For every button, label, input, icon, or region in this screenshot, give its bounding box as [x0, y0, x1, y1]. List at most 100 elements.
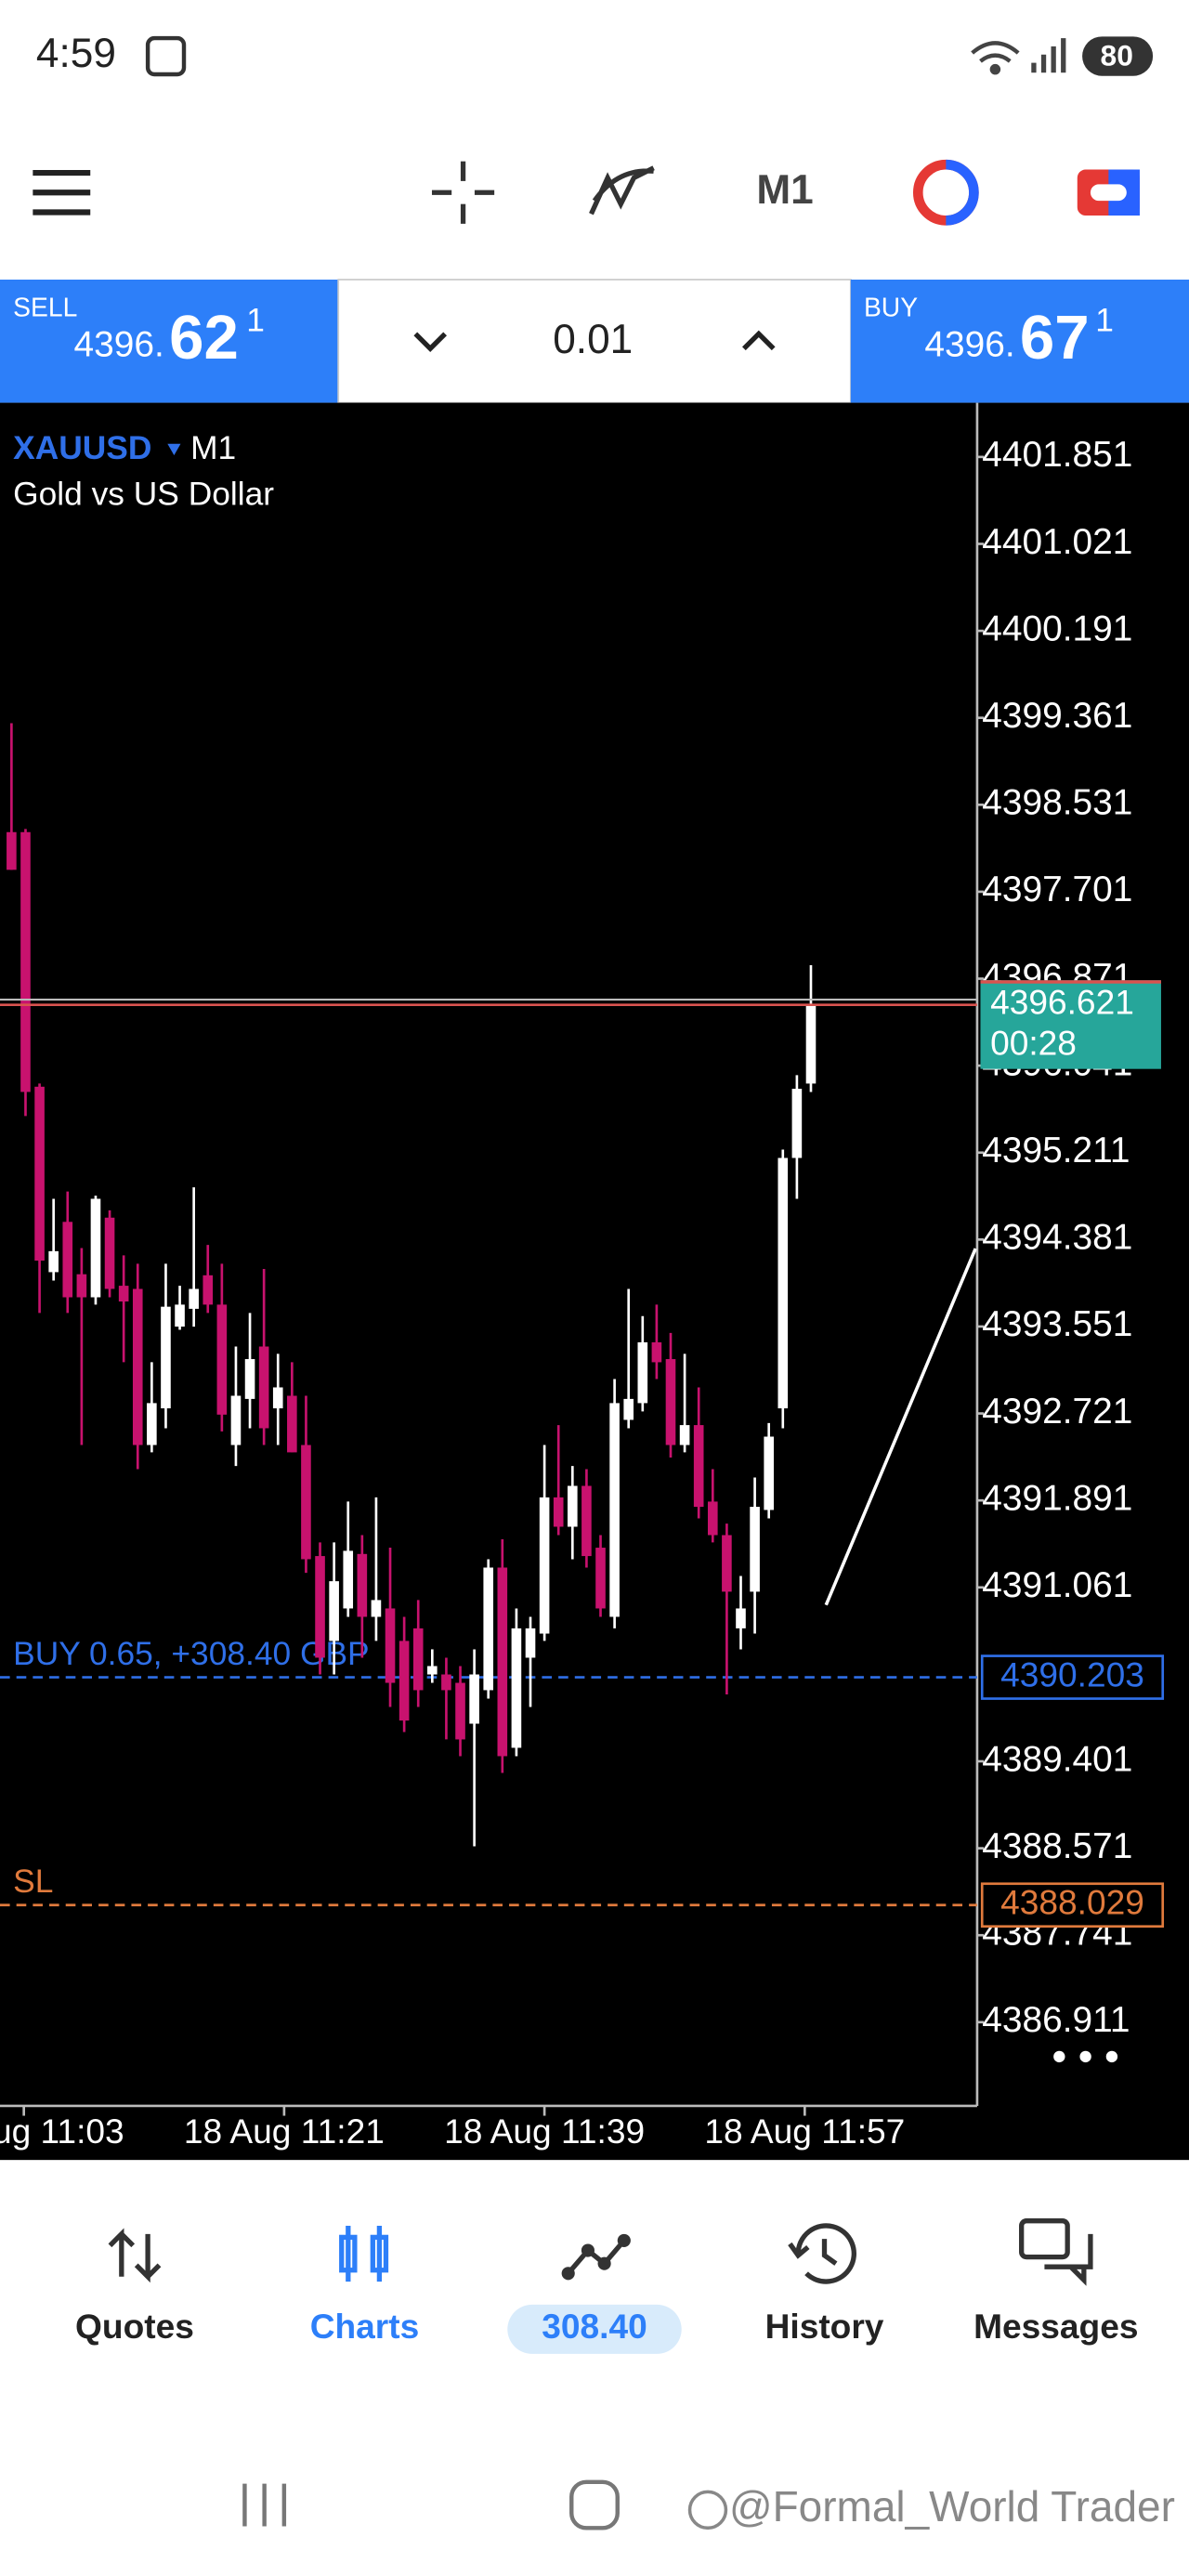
buy-price-big: 67 [1020, 303, 1090, 373]
candle-body [175, 1304, 185, 1327]
position-label: BUY 0.65, +308.40 GBP [13, 1636, 369, 1672]
chart-description: Gold vs US Dollar [13, 477, 274, 513]
candle-body [483, 1567, 494, 1691]
crosshair-button[interactable] [431, 161, 495, 224]
x-tick-label: 18 Aug 11:03 [0, 2112, 124, 2151]
watermark-logo [687, 2490, 728, 2530]
buy-label: BUY [864, 292, 918, 321]
profit-pill [507, 2304, 682, 2354]
chart-timeframe: M1 [190, 430, 236, 466]
candle-body [427, 1666, 438, 1675]
y-tick-label: 4401.021 [982, 522, 1132, 562]
candle-body [412, 1628, 424, 1691]
status-time: 4:59 [36, 31, 116, 76]
volume[interactable]: 0.01 [553, 317, 633, 362]
candle-body [553, 1497, 564, 1527]
candle-body [258, 1346, 269, 1429]
indicator-button[interactable] [589, 165, 655, 216]
quotes-icon [108, 2228, 162, 2283]
wifi-icon [971, 41, 1020, 75]
candle-body [707, 1501, 718, 1536]
candle-body [76, 1274, 87, 1298]
trade-button[interactable] [1077, 169, 1140, 216]
candle-body [750, 1507, 760, 1592]
menu-button[interactable] [33, 169, 91, 216]
nav-label[interactable]: Messages [973, 2307, 1138, 2346]
top-bg [0, 0, 1189, 280]
candle-body [764, 1436, 774, 1510]
candle-body [511, 1628, 522, 1748]
candle-body [736, 1608, 746, 1628]
volume-down[interactable] [413, 332, 447, 352]
candle-body [343, 1550, 354, 1609]
candle-body [48, 1250, 59, 1273]
nav-label[interactable]: Charts [310, 2307, 420, 2346]
position-price: 4390.203 [1000, 1654, 1144, 1693]
sell-label: SELL [13, 292, 77, 321]
bid-box [980, 980, 1161, 1069]
candle-body [203, 1275, 214, 1305]
candle-body [469, 1674, 479, 1724]
x-tick-label: 18 Aug 11:39 [444, 2112, 645, 2151]
chart-bg [0, 402, 1189, 2161]
oneclick-button[interactable] [912, 159, 979, 226]
candle-body [357, 1553, 368, 1617]
y-tick-label: 4394.381 [982, 1218, 1132, 1258]
more-dots[interactable] [1053, 2050, 1118, 2063]
y-tick-label: 4397.701 [982, 870, 1132, 909]
candle-body [104, 1217, 115, 1289]
candle-body [90, 1198, 101, 1298]
candle-body [595, 1548, 606, 1609]
sl-box [980, 1882, 1165, 1929]
nav-label[interactable]: History [765, 2307, 884, 2346]
nav-label[interactable]: Quotes [75, 2307, 194, 2346]
y-tick-label: 4391.891 [982, 1478, 1132, 1518]
candle-body [539, 1497, 550, 1634]
countdown: 00:28 [990, 1024, 1077, 1063]
candle-body [118, 1286, 129, 1302]
candle-body [329, 1581, 339, 1641]
y-tick-label: 4399.361 [982, 696, 1132, 736]
nav-label[interactable]: 308.40 [542, 2307, 647, 2346]
y-tick-label: 4391.061 [982, 1565, 1132, 1605]
candle-body [371, 1600, 382, 1617]
candle-body [722, 1535, 732, 1592]
buy-price-sup: 1 [1095, 302, 1114, 338]
trend-line [824, 1248, 977, 1606]
sl-price: 4388.029 [1000, 1883, 1144, 1922]
y-tick-label: 4395.211 [982, 1131, 1130, 1170]
x-tick-label: 18 Aug 11:21 [184, 2112, 385, 2151]
candle-body [244, 1359, 255, 1399]
candle-body [272, 1387, 283, 1409]
timeframe-button[interactable]: M1 [756, 167, 813, 213]
bid-price: 4396.621 [990, 983, 1134, 1022]
candle-body [581, 1485, 592, 1557]
sell-button[interactable] [0, 279, 339, 403]
volume-up[interactable] [742, 330, 776, 351]
candle-body [791, 1089, 803, 1158]
system-recents[interactable] [242, 2483, 287, 2527]
trade-icon [561, 2233, 631, 2281]
buy-price-small: 4396. [924, 325, 1014, 365]
bottom-bg [0, 2160, 1189, 2576]
candle-body [385, 1608, 396, 1683]
symbol-dropdown[interactable] [167, 443, 181, 456]
candle-body [497, 1567, 508, 1757]
system-home[interactable] [569, 2479, 620, 2530]
candle-body [609, 1403, 620, 1617]
candle-body [637, 1341, 648, 1404]
battery-pill [1082, 36, 1154, 76]
candle-body [301, 1445, 311, 1560]
candles [7, 723, 817, 1847]
candle-body [568, 1485, 578, 1527]
candle-body [525, 1628, 536, 1658]
chart-symbol[interactable]: XAUUSD [13, 430, 151, 466]
position-box [980, 1654, 1165, 1700]
signal-icon [1031, 38, 1066, 73]
buy-button[interactable] [850, 279, 1189, 403]
y-tick-label: 4386.911 [982, 2000, 1130, 2040]
chart: 4401.851 4401.021 4400.191 4399.361 4398.531… [0, 435, 1165, 2151]
sell-price-big: 62 [169, 303, 239, 373]
candle-body [665, 1359, 676, 1445]
